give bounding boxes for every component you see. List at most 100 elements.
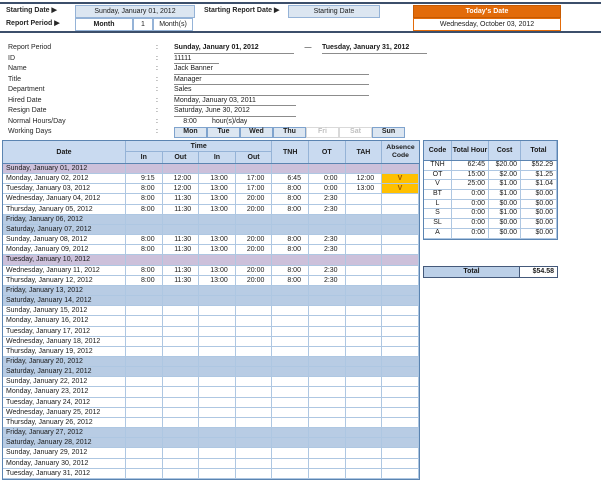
in1-cell[interactable] xyxy=(126,316,163,326)
out2-cell[interactable] xyxy=(236,397,273,407)
code-cell[interactable]: S xyxy=(424,209,452,219)
ot-cell[interactable] xyxy=(309,316,346,326)
ot-cell[interactable] xyxy=(309,224,346,235)
in1-cell[interactable] xyxy=(126,164,163,174)
out2-cell[interactable] xyxy=(236,296,273,306)
in1-cell[interactable]: 8:00 xyxy=(126,245,163,255)
report-period-to[interactable]: Tuesday, January 31, 2012 xyxy=(322,43,427,54)
tnh-cell[interactable]: 8:00 xyxy=(272,245,309,255)
tnh-cell[interactable] xyxy=(272,326,309,336)
absence-cell[interactable] xyxy=(382,275,419,285)
in2-cell[interactable] xyxy=(199,346,236,356)
code-cell[interactable]: L xyxy=(424,199,452,209)
tnh-cell[interactable] xyxy=(272,407,309,417)
out1-cell[interactable] xyxy=(163,214,200,224)
ot-cell[interactable]: 2:30 xyxy=(309,265,346,275)
report-period-from[interactable]: Sunday, January 01, 2012 xyxy=(174,43,294,54)
absence-cell[interactable] xyxy=(382,316,419,326)
out1-cell[interactable] xyxy=(163,387,200,397)
code-cell[interactable]: A xyxy=(424,228,452,238)
date-cell[interactable]: Sunday, January 22, 2012 xyxy=(3,377,126,387)
working-day-mon[interactable]: Mon xyxy=(174,127,207,138)
ot-cell[interactable]: 0:00 xyxy=(309,174,346,184)
in2-cell[interactable]: 13:00 xyxy=(199,235,236,245)
in2-cell[interactable]: 13:00 xyxy=(199,204,236,214)
out1-cell[interactable] xyxy=(163,326,200,336)
in2-cell[interactable] xyxy=(199,428,236,438)
in2-cell[interactable] xyxy=(199,468,236,478)
code-cell[interactable]: SL xyxy=(424,219,452,228)
in1-cell[interactable] xyxy=(126,367,163,377)
date-cell[interactable]: Saturday, January 07, 2012 xyxy=(3,224,126,235)
date-cell[interactable]: Monday, January 16, 2012 xyxy=(3,316,126,326)
id-field[interactable]: 11111 xyxy=(174,54,219,64)
out1-cell[interactable] xyxy=(163,346,200,356)
tah-cell[interactable] xyxy=(346,326,383,336)
out1-cell[interactable]: 12:00 xyxy=(163,174,200,184)
ot-cell[interactable] xyxy=(309,285,346,296)
in2-cell[interactable] xyxy=(199,306,236,316)
absence-cell[interactable] xyxy=(382,255,419,265)
in1-cell[interactable] xyxy=(126,346,163,356)
out2-cell[interactable] xyxy=(236,306,273,316)
code-cell[interactable]: TNH xyxy=(424,161,452,170)
date-cell[interactable]: Tuesday, January 24, 2012 xyxy=(3,397,126,407)
ot-cell[interactable]: 2:30 xyxy=(309,194,346,204)
out2-cell[interactable] xyxy=(236,214,273,224)
tah-cell[interactable] xyxy=(346,306,383,316)
tnh-cell[interactable] xyxy=(272,448,309,458)
resign-date-field[interactable]: Saturday, June 30, 2012 xyxy=(174,106,296,117)
total-cell[interactable]: $1.04 xyxy=(521,180,557,190)
out1-cell[interactable] xyxy=(163,356,200,367)
tah-cell[interactable] xyxy=(346,417,383,428)
in1-cell[interactable] xyxy=(126,214,163,224)
ot-cell[interactable]: 2:30 xyxy=(309,245,346,255)
date-cell[interactable]: Friday, January 27, 2012 xyxy=(3,428,126,438)
out1-cell[interactable] xyxy=(163,448,200,458)
date-cell[interactable]: Thursday, January 19, 2012 xyxy=(3,346,126,356)
date-cell[interactable]: Monday, January 23, 2012 xyxy=(3,387,126,397)
total-cell[interactable]: $0.00 xyxy=(521,199,557,209)
in2-cell[interactable]: 13:00 xyxy=(199,194,236,204)
out1-cell[interactable] xyxy=(163,285,200,296)
date-cell[interactable]: Tuesday, January 17, 2012 xyxy=(3,326,126,336)
ot-cell[interactable]: 2:30 xyxy=(309,204,346,214)
ot-cell[interactable] xyxy=(309,448,346,458)
total-hour-cell[interactable]: 25:00 xyxy=(452,180,489,190)
in2-cell[interactable] xyxy=(199,326,236,336)
tah-cell[interactable] xyxy=(346,214,383,224)
ot-cell[interactable] xyxy=(309,407,346,417)
tnh-cell[interactable] xyxy=(272,417,309,428)
ot-cell[interactable] xyxy=(309,346,346,356)
ot-cell[interactable]: 0:00 xyxy=(309,184,346,194)
tnh-cell[interactable] xyxy=(272,296,309,306)
out2-cell[interactable]: 20:00 xyxy=(236,235,273,245)
out2-cell[interactable]: 20:00 xyxy=(236,204,273,214)
out1-cell[interactable] xyxy=(163,224,200,235)
date-cell[interactable]: Saturday, January 28, 2012 xyxy=(3,438,126,448)
total-cell[interactable]: $0.00 xyxy=(521,190,557,199)
tnh-cell[interactable] xyxy=(272,214,309,224)
in1-cell[interactable]: 8:00 xyxy=(126,204,163,214)
absence-cell[interactable] xyxy=(382,224,419,235)
tah-cell[interactable] xyxy=(346,428,383,438)
absence-cell[interactable] xyxy=(382,458,419,468)
in2-cell[interactable]: 13:00 xyxy=(199,174,236,184)
absence-cell[interactable] xyxy=(382,306,419,316)
out2-cell[interactable] xyxy=(236,255,273,265)
cost-cell[interactable]: $0.00 xyxy=(489,219,521,228)
in2-cell[interactable] xyxy=(199,356,236,367)
total-hour-cell[interactable]: 0:00 xyxy=(452,209,489,219)
total-hour-cell[interactable]: 0:00 xyxy=(452,228,489,238)
out1-cell[interactable]: 11:30 xyxy=(163,235,200,245)
absence-cell[interactable] xyxy=(382,245,419,255)
in1-cell[interactable] xyxy=(126,438,163,448)
tnh-cell[interactable] xyxy=(272,438,309,448)
in1-cell[interactable] xyxy=(126,428,163,438)
tnh-cell[interactable] xyxy=(272,336,309,346)
absence-cell[interactable] xyxy=(382,265,419,275)
out1-cell[interactable] xyxy=(163,367,200,377)
date-cell[interactable]: Tuesday, January 03, 2012 xyxy=(3,184,126,194)
in1-cell[interactable] xyxy=(126,377,163,387)
name-field[interactable]: Jack Banner xyxy=(174,64,369,75)
